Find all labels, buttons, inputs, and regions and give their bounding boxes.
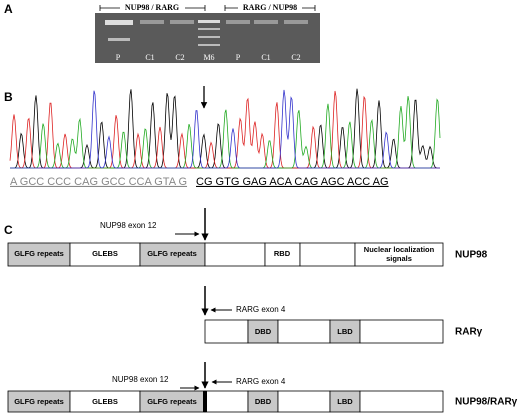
trace [10,96,441,169]
domain-label: LBD [337,327,353,336]
panel-label: C [4,223,13,237]
annotation: RARG exon 4 [236,377,286,386]
annotation: NUP98 exon 12 [112,375,169,384]
trace [10,88,440,169]
lane-label: P [116,53,121,62]
domain-label: GLEBS [92,397,118,406]
protein-name: RARγ [455,327,483,338]
chromatogram [9,88,441,169]
domain-label: GLFG repeats [14,249,64,258]
gel-bands [105,20,308,46]
domain-label: GLFG repeats [14,397,64,406]
annotation: RARG exon 4 [236,305,286,314]
annotation: NUP98 exon 12 [100,221,157,230]
protein-name: NUP98 [455,250,488,261]
lane-label: C2 [175,53,184,62]
trace [10,89,440,169]
domain-label: Nuclear localization signals [363,245,435,263]
domain-label: GLFG repeats [147,249,197,258]
domain-label: GLFG repeats [147,397,197,406]
protein-rarg [204,319,444,344]
sequence: A GCC CCC CAG GCC CCA GTA G [10,176,187,188]
lane-label: M6 [203,53,214,62]
protein-name: NUP98/RARγ [455,397,518,408]
domain-label: DBD [255,397,272,406]
panel-label: B [4,90,13,104]
domain-label: DBD [255,327,272,336]
domain-label: RBD [274,249,291,258]
protein-fusion [7,390,444,413]
group-label: NUP98 / RARG [125,3,179,12]
lane-label: C2 [291,53,300,62]
protein-nup98 [7,242,444,267]
lane-label: C1 [145,53,154,62]
sequence: CG GTG GAG ACA CAG AGC ACC AG [196,176,389,188]
panel-label: A [4,2,13,16]
domain-label: GLEBS [92,249,118,258]
lane-label: C1 [261,53,270,62]
domain-label: LBD [337,397,353,406]
lane-label: P [236,53,241,62]
domain-label-box: Nuclear localization signals [363,245,435,263]
group-label: RARG / NUP98 [243,3,297,12]
